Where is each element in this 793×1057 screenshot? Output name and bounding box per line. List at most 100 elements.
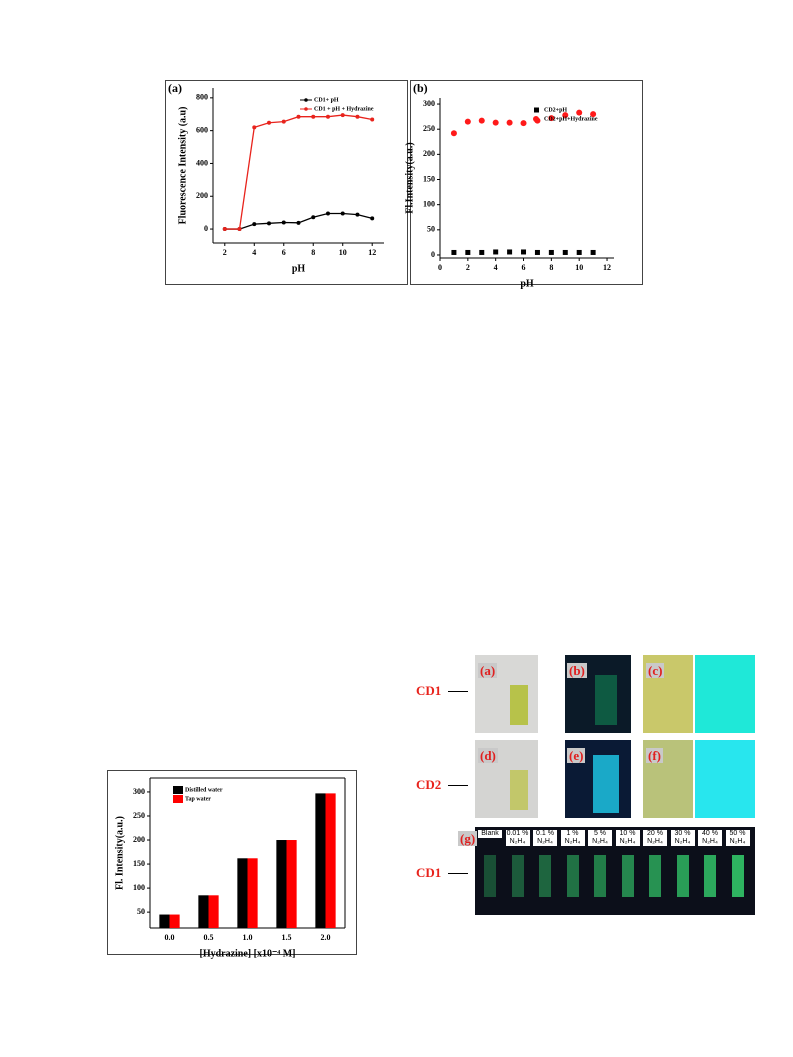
point bbox=[590, 249, 596, 255]
point bbox=[355, 114, 360, 119]
bar bbox=[208, 895, 219, 928]
panel-label: (f) bbox=[646, 748, 663, 763]
legend-swatch bbox=[173, 795, 183, 803]
x-tick-label: 8 bbox=[311, 248, 315, 257]
photo-panel: CD1 CD2 CD1 (a) (b) (c) (d) (e) (f) (g) Blank 0.01 … bbox=[410, 655, 760, 920]
point bbox=[590, 111, 597, 118]
legend-marker bbox=[304, 107, 308, 111]
vial-label: 5 % N₂H₄ bbox=[588, 830, 612, 846]
x-tick-label: 12 bbox=[603, 263, 611, 272]
frame bbox=[107, 770, 357, 955]
legend-swatch bbox=[173, 786, 183, 794]
vial-label: 0.01 % N₂H₄ bbox=[505, 830, 530, 846]
point bbox=[562, 112, 569, 119]
vial-label: 30 % N₂H₄ bbox=[670, 830, 695, 846]
x-tick-label: 6 bbox=[522, 263, 526, 272]
point bbox=[492, 119, 499, 126]
point bbox=[222, 227, 227, 232]
y-tick-label: 300 bbox=[133, 787, 145, 796]
point bbox=[252, 222, 257, 227]
vial bbox=[594, 855, 606, 897]
point bbox=[521, 249, 527, 255]
point bbox=[507, 249, 513, 255]
vial-label: 50 % N₂H₄ bbox=[725, 830, 750, 846]
photo-detail bbox=[510, 770, 528, 810]
legend-marker bbox=[304, 98, 308, 102]
vial-label: 40 % N₂H₄ bbox=[698, 830, 722, 846]
bar bbox=[198, 895, 209, 928]
vial bbox=[566, 855, 579, 897]
point bbox=[370, 216, 375, 221]
point bbox=[267, 120, 272, 125]
y-tick-label: 0 bbox=[204, 224, 208, 233]
x-tick-label: 2.0 bbox=[321, 933, 331, 942]
chart-c: 50 100 150 200 250 300 Fl. Intensity(a.u.) [Hyd… bbox=[107, 770, 357, 959]
x-tick-label: 0.0 bbox=[165, 933, 175, 942]
y-tick-label: 150 bbox=[423, 174, 435, 183]
y-tick-label: 250 bbox=[423, 124, 435, 133]
y-tick-label: 250 bbox=[133, 811, 145, 820]
x-tick-label: 1.0 bbox=[243, 933, 253, 942]
y-tick-label: 400 bbox=[196, 158, 208, 167]
arrow bbox=[448, 785, 468, 786]
y-tick-label: 600 bbox=[196, 125, 208, 134]
bar bbox=[276, 840, 287, 928]
x-tick-label: 12 bbox=[368, 248, 376, 257]
y-axis-label: Fl. Intensity(a.u.) bbox=[114, 816, 125, 890]
row-label: CD1 bbox=[416, 683, 442, 698]
bar bbox=[159, 914, 170, 928]
vial-label: Blank bbox=[478, 830, 502, 838]
panel-label: (e) bbox=[567, 748, 586, 763]
legend-label: CD2+pH bbox=[544, 107, 567, 113]
point bbox=[506, 119, 513, 126]
legend-marker bbox=[533, 116, 539, 122]
point bbox=[296, 114, 301, 119]
panel-label: (a) bbox=[478, 663, 498, 678]
x-axis-label: pH bbox=[520, 278, 534, 289]
bar bbox=[247, 858, 258, 928]
point bbox=[450, 130, 457, 137]
arrow bbox=[448, 873, 468, 874]
point bbox=[325, 211, 330, 216]
legend-label: Distilled water bbox=[185, 787, 223, 793]
vial-label: 1 % N₂H₄ bbox=[560, 830, 585, 846]
x-tick-label: 6 bbox=[282, 248, 286, 257]
point bbox=[355, 212, 360, 217]
panel-label: (b) bbox=[413, 81, 428, 95]
y-tick-label: 200 bbox=[196, 191, 208, 200]
bar bbox=[237, 858, 248, 928]
arrow bbox=[448, 691, 468, 692]
x-axis-label: pH bbox=[292, 263, 306, 274]
y-tick-label: 100 bbox=[423, 199, 435, 208]
point bbox=[520, 120, 527, 127]
panel-label: (d) bbox=[478, 748, 498, 763]
photo-detail bbox=[593, 755, 619, 813]
photo bbox=[695, 740, 755, 818]
x-tick-label: 4 bbox=[494, 263, 498, 272]
x-tick-label: 2 bbox=[466, 263, 470, 272]
y-tick-label: 50 bbox=[137, 907, 145, 916]
point bbox=[562, 249, 568, 255]
legend-label: Tap water bbox=[185, 796, 211, 802]
point bbox=[252, 125, 257, 130]
vial-label: 10 % N₂H₄ bbox=[615, 830, 640, 846]
x-tick-label: 4 bbox=[252, 248, 256, 257]
vial bbox=[484, 855, 496, 897]
x-tick-label: 10 bbox=[339, 248, 347, 257]
y-tick-label: 50 bbox=[427, 225, 435, 234]
y-axis-label: Fluorescence Intensity (a.u) bbox=[177, 107, 188, 225]
x-tick-label: 0.5 bbox=[204, 933, 214, 942]
point bbox=[370, 117, 375, 122]
point bbox=[576, 249, 582, 255]
chart-b: 050100150200250300Fl.Intensity(a.u.)pH(b… bbox=[404, 80, 643, 289]
point bbox=[237, 227, 242, 232]
legend-label: CD2+pH+Hydrazine bbox=[544, 116, 598, 122]
panel-label: (c) bbox=[646, 663, 665, 678]
point bbox=[464, 118, 471, 125]
vial bbox=[539, 855, 551, 897]
x-tick-label: 8 bbox=[549, 263, 553, 272]
bar bbox=[325, 793, 336, 928]
point bbox=[325, 114, 330, 119]
legend-label: CD1 + pH + Hydrazine bbox=[314, 106, 374, 112]
